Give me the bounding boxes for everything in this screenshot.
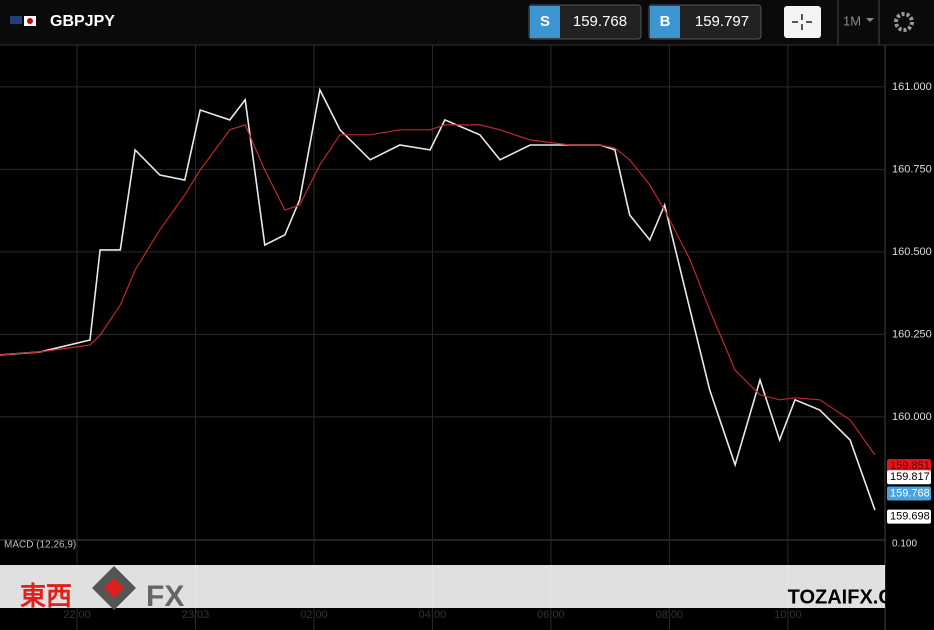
plot: 161.000 160.750 160.500 160.250 160.000: [0, 45, 932, 630]
y-tick-label: 160.750: [892, 163, 932, 175]
crosshair-button[interactable]: [784, 6, 821, 38]
x-tick-label: 02:00: [300, 609, 328, 621]
price-tag-label: 159.768: [890, 487, 930, 499]
crosshair-icon: [792, 14, 812, 30]
toolbar: [0, 0, 934, 45]
price-tag: [887, 509, 931, 524]
sell-price: 159.768: [573, 13, 627, 30]
sell-label-bg: [530, 6, 560, 38]
x-tick-label: 06:00: [537, 609, 565, 621]
watermark-band: [0, 565, 885, 608]
macd-label: MACD (12,26,9): [4, 540, 76, 551]
settings-icon[interactable]: [894, 12, 914, 32]
buy-label: B: [660, 13, 671, 30]
timeframe[interactable]: 1M: [843, 13, 861, 28]
y-tick-label: 160.000: [892, 411, 932, 423]
buy-price: 159.797: [695, 13, 749, 30]
sell-label: S: [540, 13, 550, 30]
flag-gb: [10, 16, 22, 24]
y-tick-label: 160.500: [892, 246, 932, 258]
price-tag: [887, 459, 931, 474]
x-tick-label: 22:00: [63, 609, 91, 621]
price-tag: [887, 470, 931, 485]
price-tag-label: 159.851: [890, 460, 930, 472]
buy-label-bg: [650, 6, 680, 38]
y-tick-label: 160.250: [892, 328, 932, 340]
symbol: GBPJPY: [50, 13, 115, 30]
logo-fx: FX: [146, 580, 184, 613]
logo-mark: [104, 578, 124, 598]
watermark-site: TOZAIFX.COM: [788, 586, 925, 608]
price-line: [0, 124, 876, 456]
x-tick-label: 10:00: [774, 609, 802, 621]
price-tag-label: 159.698: [890, 510, 930, 522]
price-tag-label: 159.817: [890, 471, 930, 483]
y-tick-label: 161.000: [892, 81, 932, 93]
dropdown-arrow: [866, 18, 874, 22]
logo-cn: 東西: [20, 581, 72, 611]
price-tag: [887, 486, 931, 501]
x-tick-label: 08:00: [656, 609, 684, 621]
macd-tick: 0.100: [892, 539, 917, 550]
flag-jp-dot: [27, 18, 33, 24]
price-line: [0, 87, 876, 511]
x-tick-label: 23/03: [182, 609, 210, 621]
x-tick-label: 04:00: [419, 609, 447, 621]
